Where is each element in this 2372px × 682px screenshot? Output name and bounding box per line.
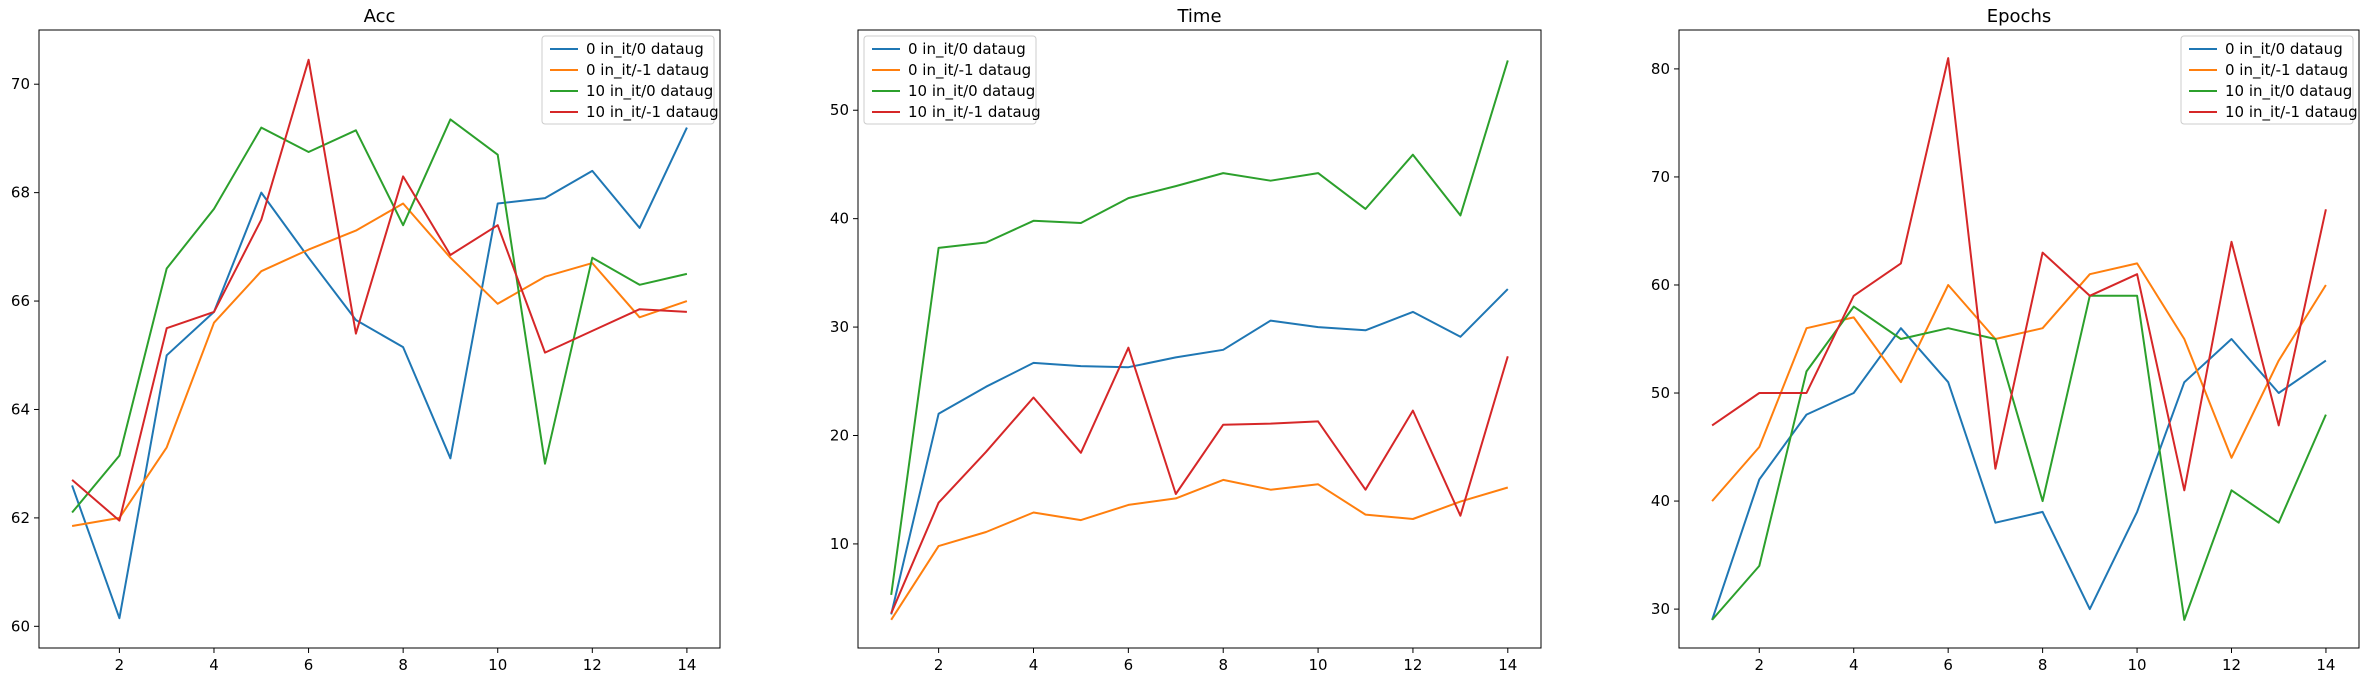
series-line-0 [890, 288, 1509, 615]
x-tick-label: 14 [677, 656, 696, 674]
x-tick-label: 4 [209, 656, 219, 674]
legend: 0 in_it/0 dataug 0 in_it/-1 dataug 10 in_i… [541, 35, 719, 125]
legend-label: 10 in_it/0 dataug [908, 82, 1035, 101]
legend-label: 10 in_it/0 dataug [2225, 82, 2352, 101]
legend-label: 10 in_it/-1 dataug [586, 103, 719, 122]
chart-panel-epochs: Epochs 2 4 6 8 10 12 14 30 40 50 60 70 80 0 in_it/0 da… [1651, 6, 2360, 674]
series-line-2 [890, 60, 1509, 596]
series-line-1 [1711, 262, 2327, 502]
series-line-1 [71, 202, 688, 527]
x-tick-label: 2 [1755, 656, 1765, 674]
x-tick-label: 8 [2038, 656, 2048, 674]
x-tick-label: 6 [304, 656, 314, 674]
y-tick-label: 70 [11, 75, 30, 93]
x-tick-label: 8 [1218, 656, 1228, 674]
series-line-0 [1711, 327, 2327, 621]
axes-frame [1678, 29, 2360, 649]
x-tick-label: 8 [398, 656, 408, 674]
y-tick-label: 60 [11, 617, 30, 635]
series-line-1 [890, 478, 1509, 621]
legend-label: 0 in_it/0 dataug [908, 40, 1026, 59]
chart-title: Time [1176, 6, 1221, 27]
x-tick-label: 14 [1498, 656, 1517, 674]
x-tick-label: 10 [488, 656, 507, 674]
y-tick-label: 62 [11, 509, 30, 527]
chart-title: Acc [364, 6, 396, 27]
series-line-3 [71, 58, 687, 522]
x-tick-label: 2 [115, 656, 125, 674]
y-tick-label: 40 [1651, 492, 1670, 510]
y-tick-label: 80 [1651, 60, 1670, 78]
legend-label: 0 in_it/0 dataug [2225, 40, 2343, 59]
series-line-2 [1711, 294, 2327, 621]
legend-label: 0 in_it/-1 dataug [2225, 61, 2348, 80]
legend-label: 10 in_it/0 dataug [586, 82, 713, 101]
legend-box [863, 35, 1037, 125]
x-tick-label: 10 [1309, 656, 1328, 674]
x-tick-label: 6 [1124, 656, 1134, 674]
legend-box [2180, 35, 2354, 125]
legend-label: 0 in_it/0 dataug [586, 40, 704, 59]
legend-label: 0 in_it/-1 dataug [586, 61, 709, 80]
x-tick-label: 4 [1849, 656, 1859, 674]
x-tick-label: 14 [2316, 656, 2335, 674]
x-tick-label: 4 [1029, 656, 1039, 674]
y-tick-label: 30 [1651, 600, 1670, 618]
legend-label: 0 in_it/-1 dataug [908, 61, 1031, 80]
series-line-3 [890, 346, 1509, 614]
series-line-0 [71, 127, 688, 620]
legend: 0 in_it/0 dataug 0 in_it/-1 dataug 10 in_i… [863, 35, 1041, 125]
y-tick-label: 50 [1651, 384, 1670, 402]
legend-label: 10 in_it/-1 dataug [2225, 103, 2358, 122]
y-tick-label: 70 [1651, 168, 1670, 186]
x-tick-label: 12 [583, 656, 602, 674]
y-tick-label: 20 [830, 426, 849, 444]
x-tick-label: 12 [2222, 656, 2241, 674]
series-line-3 [1711, 57, 2327, 492]
y-tick-label: 60 [1651, 276, 1670, 294]
y-tick-label: 40 [830, 210, 849, 228]
legend-label: 10 in_it/-1 dataug [908, 103, 1041, 122]
chart-panel-time: Time 2 4 6 8 10 12 14 10 20 30 40 50 0 in_it/0 dataug… [830, 6, 1542, 674]
x-tick-label: 10 [2128, 656, 2147, 674]
y-tick-label: 64 [11, 400, 30, 418]
y-tick-label: 50 [830, 101, 849, 119]
x-tick-label: 12 [1403, 656, 1422, 674]
axes-frame [38, 29, 721, 649]
chart-title: Epochs [1987, 6, 2052, 27]
x-tick-label: 2 [934, 656, 944, 674]
series-line-2 [71, 118, 688, 514]
legend: 0 in_it/0 dataug 0 in_it/-1 dataug 10 in_i… [2180, 35, 2358, 125]
legend-box [541, 35, 715, 125]
axes-frame [857, 29, 1542, 649]
x-tick-label: 6 [1943, 656, 1953, 674]
y-tick-label: 30 [830, 318, 849, 336]
y-tick-label: 68 [11, 184, 30, 202]
y-tick-label: 10 [830, 535, 849, 553]
y-tick-label: 66 [11, 292, 30, 310]
